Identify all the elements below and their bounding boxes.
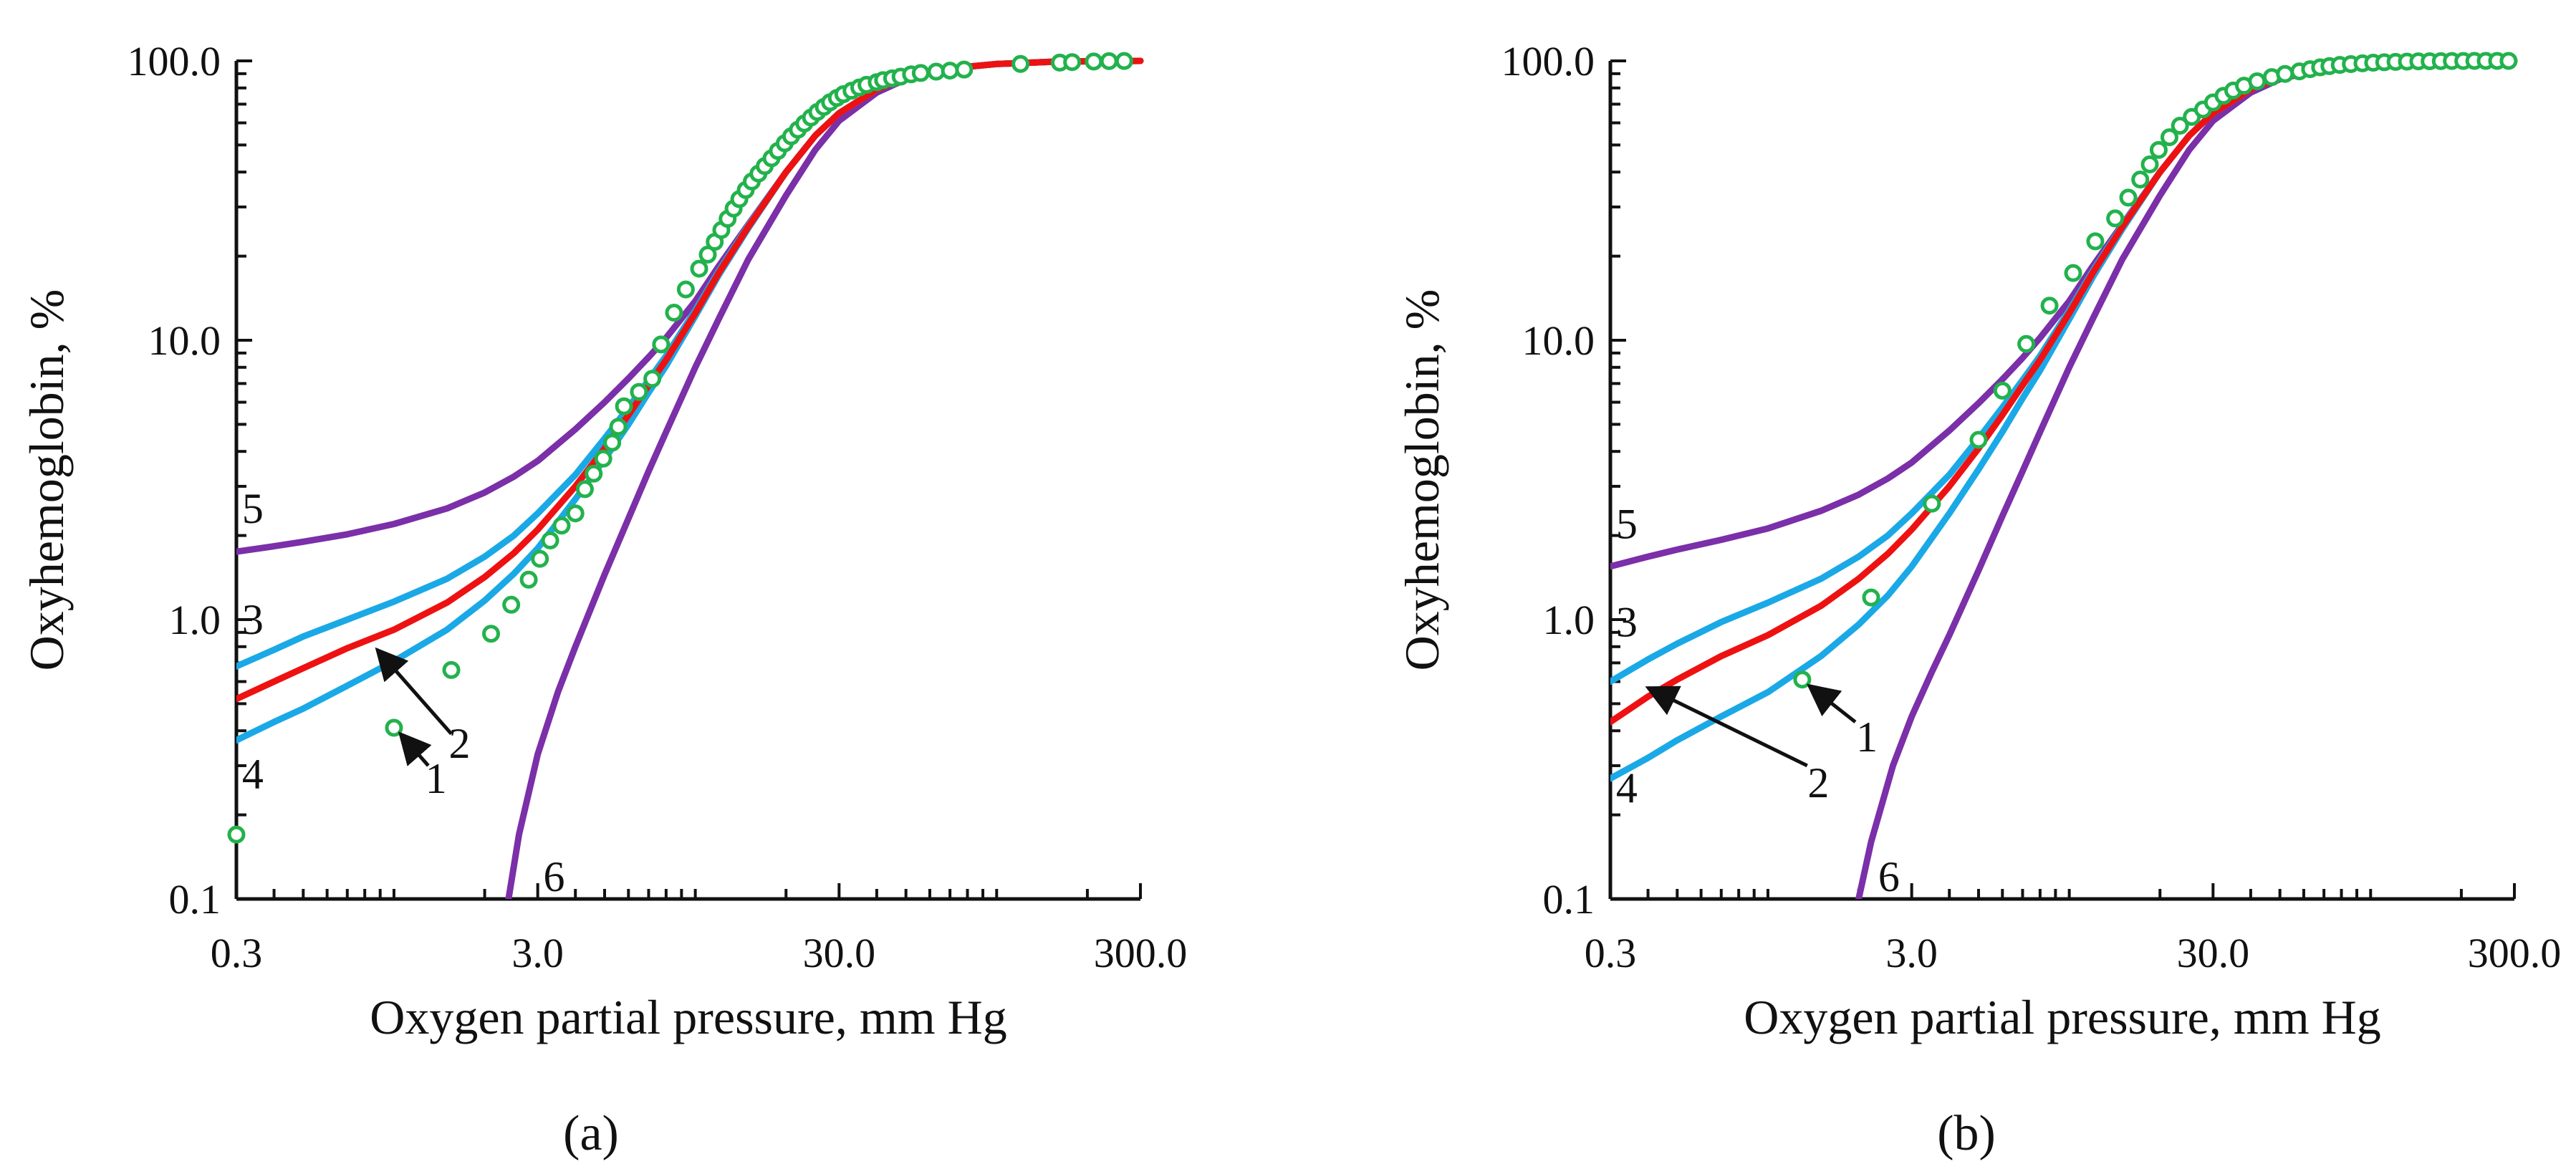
data-point xyxy=(2140,155,2159,174)
data-point xyxy=(1923,494,1941,513)
x-tick-label: 30.0 xyxy=(803,930,876,976)
series-line-5 xyxy=(1610,57,2518,570)
curve-label-2: 2 xyxy=(448,720,470,767)
data-point xyxy=(519,570,538,589)
series-line-5 xyxy=(236,57,1144,555)
y-tick-label: 1.0 xyxy=(1543,597,1595,643)
x-axis-title: Oxygen partial pressure, mm Hg xyxy=(370,990,1006,1044)
x-tick-label: 0.3 xyxy=(211,930,263,976)
y-tick-label: 10.0 xyxy=(1522,317,1595,364)
data-point xyxy=(2119,188,2138,207)
data-point xyxy=(665,304,683,322)
data-point xyxy=(2171,117,2189,135)
curve-label-3: 3 xyxy=(1616,598,1638,645)
data-point xyxy=(1085,52,1103,71)
data-point xyxy=(690,259,708,278)
series-line-4 xyxy=(1610,57,2518,782)
data-point xyxy=(643,370,662,388)
callout-arrow xyxy=(375,647,453,736)
curve-label-4: 4 xyxy=(242,751,264,798)
series-line-2 xyxy=(1610,57,2518,726)
y-tick-label: 100.0 xyxy=(1501,38,1595,85)
y-tick-label: 0.1 xyxy=(169,876,221,923)
x-tick-label: 300.0 xyxy=(2468,930,2562,976)
data-point xyxy=(652,335,671,354)
data-point xyxy=(630,383,648,401)
data-point xyxy=(1862,588,1880,607)
x-tick-label: 0.3 xyxy=(1585,930,1637,976)
data-point xyxy=(2106,209,2125,228)
data-point xyxy=(575,480,594,499)
data-point xyxy=(552,516,571,535)
callout-arrow xyxy=(398,731,432,767)
curve-label-4: 4 xyxy=(1616,764,1638,812)
data-point xyxy=(594,449,612,468)
curve-label-6: 6 xyxy=(544,853,565,900)
x-axis-title: Oxygen partial pressure, mm Hg xyxy=(1744,990,2380,1044)
data-point xyxy=(385,718,403,737)
data-point xyxy=(676,280,695,299)
x-tick-label: 3.0 xyxy=(1885,930,1938,976)
curve-label-3: 3 xyxy=(242,596,264,643)
data-point xyxy=(2149,140,2168,159)
data-point xyxy=(227,825,246,844)
data-point xyxy=(1115,52,1133,70)
panel-label-b: (b) xyxy=(1937,1106,1996,1161)
curve-label-5: 5 xyxy=(242,485,264,532)
chart-panel-a: 0.1 1.0 10.0 100.0 0.3 3.0 30.0 300.0 Oxygen par… xyxy=(19,38,1187,1044)
data-point xyxy=(603,433,622,452)
data-point xyxy=(2131,170,2150,189)
y-tick-label: 100.0 xyxy=(128,38,221,85)
data-point xyxy=(2086,232,2105,251)
data-point xyxy=(2040,297,2059,315)
callout-arrow xyxy=(1806,683,1857,723)
series-line-3 xyxy=(1610,57,2518,685)
data-point xyxy=(531,549,549,568)
curve-label-5: 5 xyxy=(1616,500,1638,547)
curve-label-1: 1 xyxy=(1856,713,1878,761)
data-point xyxy=(1100,52,1118,70)
data-point xyxy=(1063,53,1082,72)
y-tick-label: 1.0 xyxy=(169,597,221,643)
data-point xyxy=(566,504,585,523)
data-point xyxy=(502,595,521,614)
data-point xyxy=(1993,381,2012,400)
data-point xyxy=(1793,670,1812,689)
data-point xyxy=(955,60,974,79)
curve-label-6: 6 xyxy=(1878,853,1900,900)
series-line-3 xyxy=(236,57,1144,670)
data-point xyxy=(615,397,633,415)
data-point xyxy=(541,531,559,550)
data-point xyxy=(482,625,501,643)
data-point xyxy=(911,64,930,82)
data-point xyxy=(2017,335,2036,353)
y-axis-title: Oxyhemoglobin, % xyxy=(19,289,74,671)
y-axis-title: Oxyhemoglobin, % xyxy=(1395,289,1449,671)
y-tick-label: 0.1 xyxy=(1543,876,1595,923)
curve-label-1: 1 xyxy=(426,755,447,802)
callout-arrow xyxy=(1645,685,1808,768)
y-tick-label: 10.0 xyxy=(148,317,221,364)
x-tick-label: 30.0 xyxy=(2177,930,2250,976)
series-line-6 xyxy=(505,57,1144,899)
data-point xyxy=(585,464,603,483)
chart-panel-b: 0.1 1.0 10.0 100.0 0.3 3.0 30.0 300.0 Oxygen par… xyxy=(1395,38,2561,1044)
data-point xyxy=(2064,264,2082,282)
data-point xyxy=(2499,52,2518,70)
data-point xyxy=(2248,72,2267,91)
data-point xyxy=(1011,54,1030,73)
x-tick-label: 300.0 xyxy=(1094,930,1188,976)
data-point xyxy=(2160,128,2178,147)
data-point xyxy=(2276,64,2294,83)
panel-label-a: (a) xyxy=(563,1106,619,1161)
data-point xyxy=(1969,430,1988,449)
data-point xyxy=(941,62,959,80)
curve-label-2: 2 xyxy=(1807,759,1829,807)
data-point xyxy=(442,660,461,679)
x-tick-label: 3.0 xyxy=(511,930,564,976)
data-point xyxy=(609,418,628,436)
